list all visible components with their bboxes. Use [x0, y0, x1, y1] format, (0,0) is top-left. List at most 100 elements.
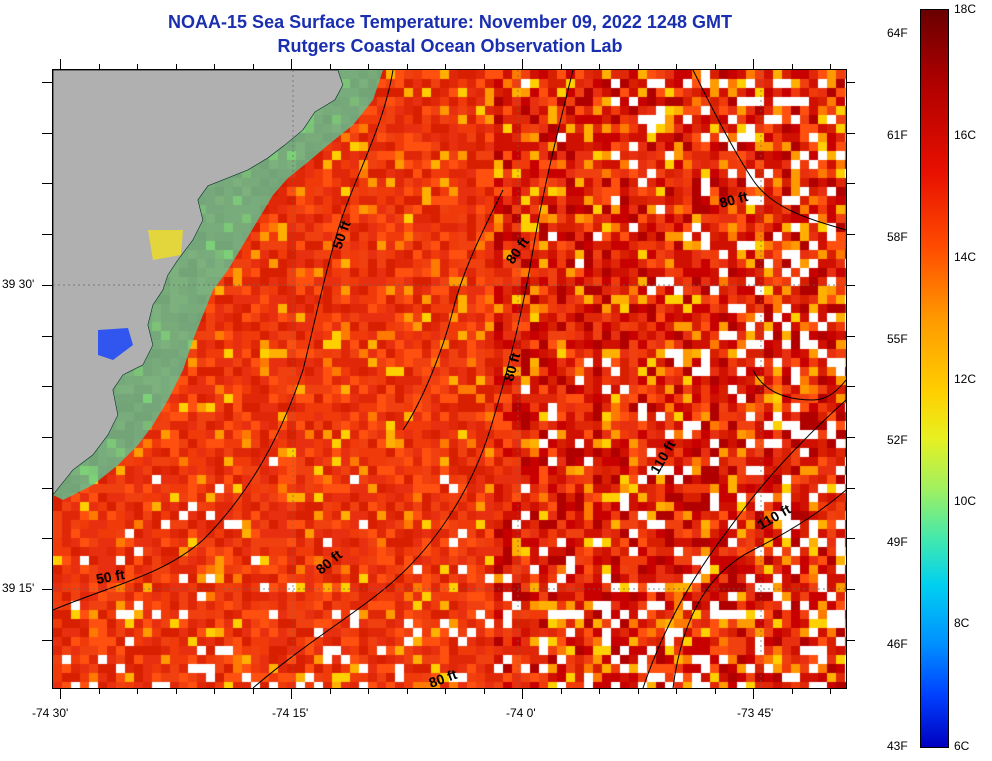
axis-tick	[830, 64, 831, 69]
axis-tick	[137, 64, 138, 69]
y-axis-label-3915: 39 15'	[2, 581, 35, 595]
axis-tick	[599, 64, 600, 69]
axis-tick	[42, 386, 52, 388]
colorbar-f-55: 55F	[887, 332, 908, 346]
axis-tick	[329, 689, 331, 694]
y-axis-label-3930: 39 30'	[2, 277, 35, 291]
axis-tick	[98, 689, 100, 694]
colorbar-c-18: 18C	[954, 2, 977, 16]
axis-tick	[847, 487, 855, 489]
axis-tick	[42, 82, 52, 83]
coastal-cool-patch	[98, 328, 133, 360]
axis-tick	[42, 284, 52, 286]
axis-tick	[445, 64, 446, 69]
contour-label-80ft-b: 80 ft	[500, 351, 523, 383]
title-line-2: Rutgers Coastal Ocean Observation Lab	[277, 36, 623, 56]
axis-tick	[175, 64, 177, 69]
colorbar-c-8: 8C	[954, 616, 970, 630]
axis-tick	[42, 132, 52, 134]
coastal-yellow-patch	[148, 230, 183, 260]
axis-tick	[42, 538, 52, 540]
temperature-colorbar	[920, 9, 949, 748]
axis-tick	[42, 436, 52, 438]
axis-tick	[483, 64, 485, 69]
axis-tick	[60, 689, 61, 699]
axis-tick	[445, 689, 446, 694]
axis-tick	[560, 689, 562, 694]
axis-tick	[714, 689, 716, 694]
axis-tick	[847, 234, 855, 236]
axis-tick	[42, 183, 52, 185]
axis-tick	[483, 689, 485, 694]
colorbar-f-52: 52F	[887, 433, 908, 447]
colorbar-f-46: 46F	[887, 637, 908, 651]
axis-tick	[252, 689, 254, 694]
axis-tick	[847, 132, 855, 134]
axis-tick	[291, 689, 292, 699]
axis-tick	[368, 64, 369, 69]
axis-tick	[42, 335, 52, 337]
axis-tick	[214, 64, 215, 69]
axis-tick	[791, 689, 793, 694]
x-axis-label-7345: -73 45'	[737, 706, 774, 720]
lat-lon-grid	[53, 70, 846, 688]
axis-tick	[714, 64, 716, 69]
colorbar-c-14: 14C	[954, 250, 977, 264]
coastal-shallow-water	[53, 70, 383, 500]
title-line-1: NOAA-15 Sea Surface Temperature: Novembe…	[168, 12, 732, 32]
axis-tick	[291, 59, 292, 69]
axis-tick	[753, 59, 754, 69]
axis-tick	[175, 689, 177, 694]
contour-label-50ft-b: 50 ft	[95, 566, 126, 587]
axis-tick	[522, 689, 523, 699]
colorbar-c-12: 12C	[954, 372, 977, 386]
contour-label-80ft-d: 80 ft	[313, 546, 346, 577]
colorbar-c-16: 16C	[954, 128, 977, 142]
axis-tick	[847, 335, 855, 337]
colorbar-f-58: 58F	[887, 230, 908, 244]
axis-tick	[98, 64, 100, 69]
axis-tick	[637, 64, 639, 69]
map-overlay: 50 ft 50 ft 80 ft 80 ft 80 ft 80 ft 80 f…	[53, 70, 846, 688]
axis-tick	[42, 589, 52, 590]
colorbar-f-61: 61F	[887, 128, 908, 142]
axis-tick	[847, 436, 855, 438]
axis-tick	[753, 689, 754, 699]
x-axis-label-7430: -74 30'	[32, 706, 69, 720]
contour-label-80ft-e: 80 ft	[427, 666, 460, 688]
axis-tick	[830, 689, 831, 694]
axis-tick	[847, 639, 855, 641]
colorbar-f-43: 43F	[887, 739, 908, 753]
axis-tick	[42, 639, 52, 641]
contour-label-80ft-c: 80 ft	[718, 188, 750, 211]
axis-tick	[522, 59, 523, 69]
axis-tick	[137, 689, 138, 694]
axis-tick	[847, 284, 855, 286]
axis-tick	[214, 689, 215, 694]
axis-tick	[368, 689, 369, 694]
contour-label-80ft-a: 80 ft	[502, 234, 532, 267]
axis-tick	[847, 183, 855, 185]
axis-tick	[329, 64, 331, 69]
contour-label-50ft-a: 50 ft	[329, 218, 354, 251]
axis-tick	[637, 689, 639, 694]
axis-tick	[847, 589, 855, 590]
colorbar-c-10: 10C	[954, 494, 977, 508]
axis-tick	[676, 689, 677, 694]
axis-tick	[406, 64, 408, 69]
axis-tick	[847, 386, 855, 388]
axis-tick	[847, 82, 855, 83]
axis-tick	[560, 64, 562, 69]
contour-label-110ft-b: 110 ft	[755, 501, 794, 533]
axis-tick	[599, 689, 600, 694]
axis-tick	[42, 234, 52, 236]
contour-label-110ft-a: 110 ft	[647, 437, 679, 476]
colorbar-f-49: 49F	[887, 535, 908, 549]
bathymetry-contours	[53, 70, 846, 688]
axis-tick	[847, 538, 855, 540]
axis-tick	[60, 59, 61, 69]
sst-map[interactable]: 50 ft 50 ft 80 ft 80 ft 80 ft 80 ft 80 f…	[52, 69, 847, 689]
axis-tick	[791, 64, 793, 69]
x-axis-label-7415: -74 15'	[272, 706, 309, 720]
x-axis-label-7400: -74 0'	[506, 706, 536, 720]
